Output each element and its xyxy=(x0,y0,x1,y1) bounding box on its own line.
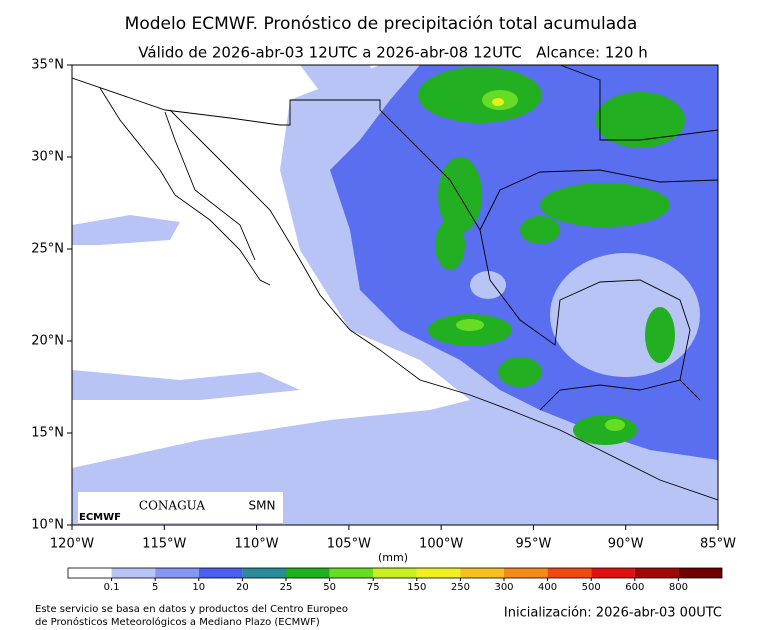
init-time: Inicialización: 2026-abr-03 00UTC xyxy=(504,606,722,621)
colorbar-cell xyxy=(198,568,243,578)
colorbar-tick-label: 600 xyxy=(625,582,644,593)
lon-tick-label: 120°W xyxy=(50,537,94,552)
colorbar-tick-label: 25 xyxy=(280,582,293,593)
title: Modelo ECMWF. Pronóstico de precipitació… xyxy=(125,14,638,34)
lon-tick-label: 105°W xyxy=(327,537,371,552)
footer-note: Este servicio se basa en datos y product… xyxy=(35,604,348,615)
colorbar-cell xyxy=(416,568,461,578)
colorbar-cell xyxy=(111,568,156,578)
lat-tick-label: 35°N xyxy=(31,58,64,73)
colorbar-cell xyxy=(591,568,635,578)
colorbar-cell xyxy=(678,568,722,578)
colorbar-tick-label: 0.1 xyxy=(104,582,120,593)
colorbar-frame xyxy=(67,567,723,579)
lat-tick-label: 15°N xyxy=(31,426,64,441)
lon-tick-label: 85°W xyxy=(700,537,736,552)
logo-box: ECMWF CONAGUA SMN xyxy=(78,492,283,523)
colorbar-tick-label: 500 xyxy=(582,582,601,593)
lat-tick-label: 30°N xyxy=(31,150,64,165)
subtitle: Válido de 2026-abr-03 12UTC a 2026-abr-0… xyxy=(138,44,647,62)
colorbar-tick-label: 5 xyxy=(152,582,158,593)
colorbar-tick-label: 50 xyxy=(323,582,336,593)
lon-tick-label: 115°W xyxy=(142,537,186,552)
colorbar-tick-label: 400 xyxy=(538,582,557,593)
colorbar-cell xyxy=(286,568,330,578)
colorbar-cell xyxy=(373,568,417,578)
lon-tick-label: 90°W xyxy=(608,537,644,552)
colorbar-cell xyxy=(460,568,504,578)
colorbar-tick-label: 150 xyxy=(407,582,426,593)
lon-tick-label: 100°W xyxy=(419,537,463,552)
lon-tick-label: 95°W xyxy=(515,537,551,552)
lat-tick-label: 20°N xyxy=(31,334,64,349)
map-frame xyxy=(71,64,719,526)
colorbar-cell xyxy=(634,568,679,578)
colorbar-tick-label: 75 xyxy=(367,582,380,593)
colorbar-tick-label: 300 xyxy=(494,582,513,593)
footer-note: de Pronósticos Meteorológicos a Mediano … xyxy=(35,616,320,628)
colorbar-cell xyxy=(242,568,286,578)
colorbar-cell xyxy=(504,568,548,578)
colorbar-unit: (mm) xyxy=(378,551,408,564)
colorbar-tick-label: 250 xyxy=(451,582,470,593)
colorbar-cell xyxy=(329,568,374,578)
logo-smn: SMN xyxy=(249,499,276,513)
colorbar-tick-label: 20 xyxy=(236,582,249,593)
colorbar-tick-label: 800 xyxy=(669,582,688,593)
lat-tick-label: 25°N xyxy=(31,242,64,257)
colorbar-cell xyxy=(547,568,592,578)
lon-tick-label: 110°W xyxy=(234,537,278,552)
logo-ecmwf: ECMWF xyxy=(79,512,121,523)
colorbar-cell xyxy=(155,568,199,578)
logo-conagua: CONAGUA xyxy=(139,499,206,513)
colorbar-tick-label: 10 xyxy=(192,582,205,593)
precip-field xyxy=(72,65,718,525)
lat-tick-label: 10°N xyxy=(31,518,64,533)
colorbar-cell xyxy=(68,568,112,578)
